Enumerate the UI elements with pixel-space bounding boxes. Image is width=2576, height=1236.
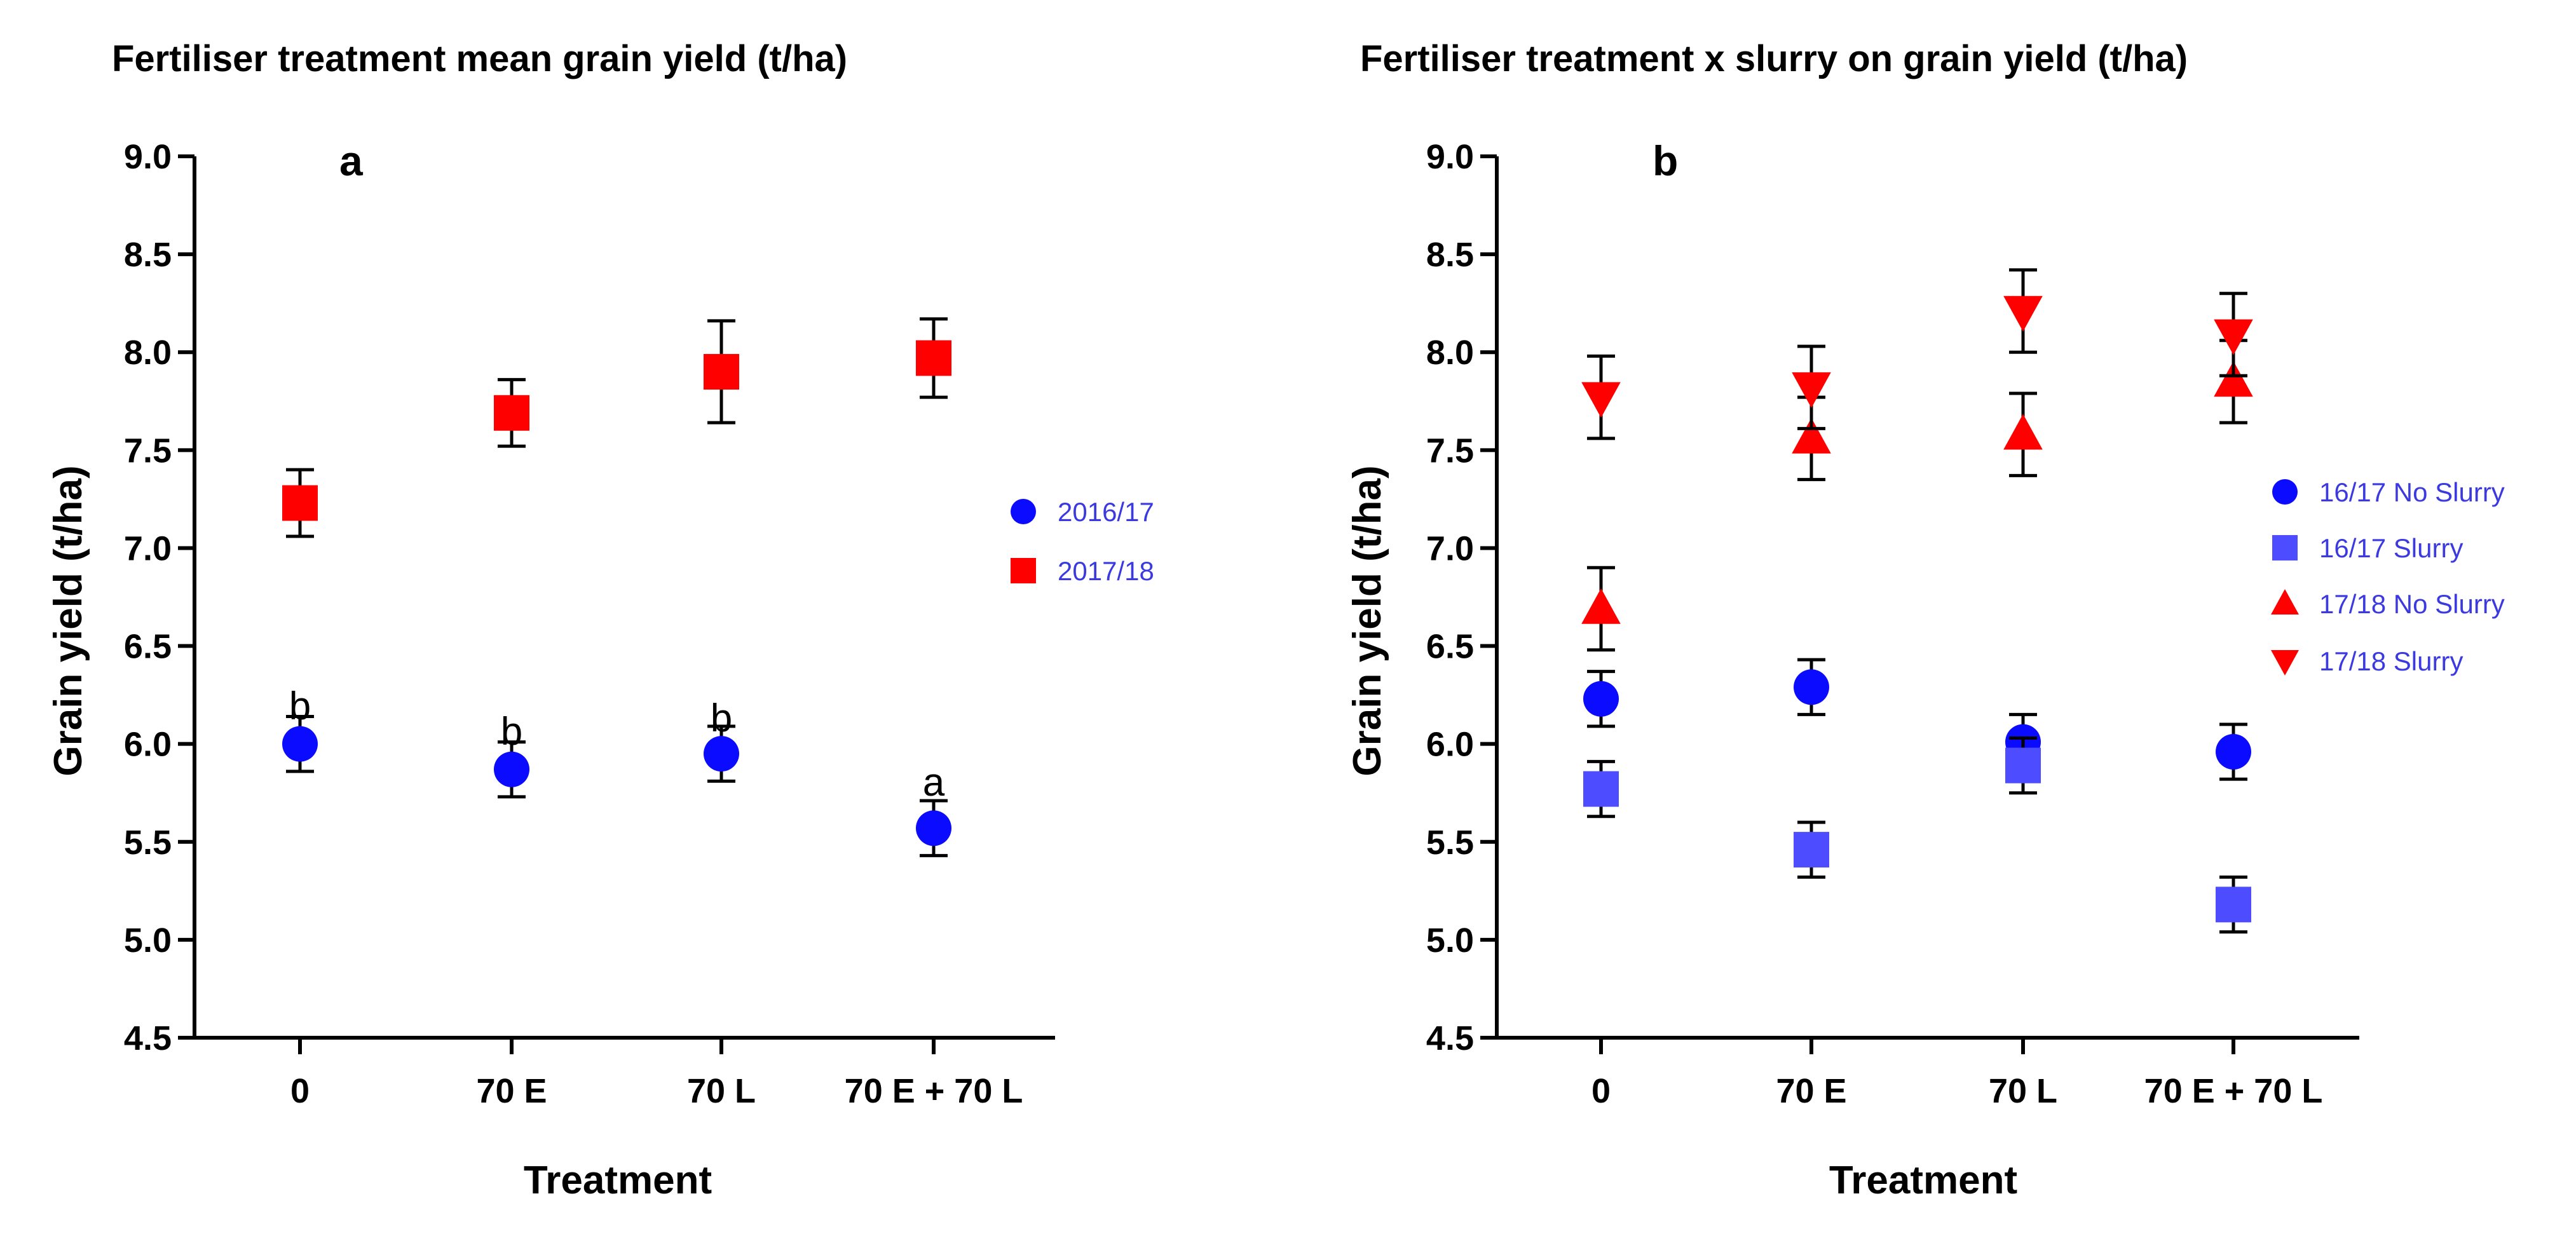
chart-a-y-tick-label: 4.5 <box>124 1019 172 1057</box>
chart-b-y-axis-title: Grain yield (t/ha) <box>1346 465 1389 776</box>
chart-b-data-point <box>2005 747 2041 784</box>
chart-a-x-axis-title: Treatment <box>524 1158 712 1202</box>
chart-a-significance-label: b <box>289 684 311 728</box>
chart-a-data-point <box>282 485 318 521</box>
chart-a-y-tick-label: 7.0 <box>124 529 172 567</box>
chart-b-y-tick-label: 8.5 <box>1426 236 1474 274</box>
chart-b-data-point <box>1794 669 1829 705</box>
chart-a-y-axis-title: Grain yield (t/ha) <box>46 465 90 776</box>
chart-b-data-point <box>1792 372 1831 408</box>
chart-a-x-tick-label: 70 L <box>687 1072 756 1110</box>
chart-b-data-point <box>2214 319 2253 355</box>
chart-b-data-point <box>1583 771 1619 807</box>
chart-a-legend: 2016/17 2017/18 <box>1011 497 1154 586</box>
chart-a-y-tick-label: 6.0 <box>124 726 172 764</box>
chart-b-legend-marker <box>2272 535 2298 560</box>
chart-b-data-point <box>1581 588 1621 624</box>
chart-a-legend-marker <box>1011 558 1036 583</box>
chart-b-x-tick-label: 70 E + 70 L <box>2144 1072 2323 1110</box>
chart-a-data-point <box>916 340 951 376</box>
chart-a-data-point <box>704 736 739 772</box>
chart-b-y-tick-label: 7.5 <box>1426 431 1474 470</box>
chart-a-legend-label: 2016/17 <box>1058 497 1154 527</box>
chart-a-x-tick-label: 70 E + 70 L <box>845 1072 1023 1110</box>
chart-a-data-point <box>282 726 318 762</box>
chart-b-y-tick-label: 5.0 <box>1426 921 1474 960</box>
chart-b-y-tick-label: 5.5 <box>1426 824 1474 862</box>
chart-a-significance-label: b <box>711 696 732 740</box>
chart-b-data-point <box>2216 886 2251 923</box>
chart-b-x-tick-label: 0 <box>1591 1072 1611 1110</box>
chart-a-significance-label: a <box>923 761 945 805</box>
chart-a-x-tick-label: 70 E <box>476 1072 547 1110</box>
chart-a-data-point <box>704 354 739 390</box>
chart-b-x-tick-label: 70 L <box>1989 1072 2057 1110</box>
chart-b-legend: 16/17 No Slurry 16/17 Slurry 17/18 No Slur… <box>2271 477 2505 676</box>
chart-a-significance-label: b <box>501 710 522 754</box>
chart-a-y-tick-label: 8.0 <box>124 334 172 372</box>
chart-b-data-point <box>2003 295 2043 332</box>
chart-a-title: Fertiliser treatment mean grain yield (t… <box>112 38 847 79</box>
chart-b-legend-label: 17/18 Slurry <box>2319 646 2463 676</box>
chart-a-panel-letter: a <box>339 137 364 184</box>
chart-b-data-point <box>1794 832 1829 868</box>
chart-a-y-tick-label: 6.5 <box>124 628 172 666</box>
chart-a-y-tick-label: 7.5 <box>124 431 172 470</box>
chart-b-data-point <box>2003 414 2043 450</box>
chart-b-legend-marker <box>2271 589 2299 615</box>
chart-b-data-point <box>1583 681 1619 717</box>
chart-a-x-tick-label: 0 <box>290 1072 310 1110</box>
chart-a-data-point <box>494 395 529 431</box>
chart-b-legend-label: 16/17 No Slurry <box>2319 477 2505 507</box>
chart-b-y-tick-label: 6.0 <box>1426 726 1474 764</box>
chart-b-legend-marker <box>2272 479 2298 505</box>
chart-a-y-tick-label: 9.0 <box>124 138 172 176</box>
chart-a-legend-marker <box>1011 499 1036 524</box>
chart-b-data-point <box>1581 382 1621 418</box>
chart-b-y-tick-label: 9.0 <box>1426 138 1474 176</box>
chart-a-legend-label: 2017/18 <box>1058 556 1154 586</box>
chart-a-data-point <box>494 751 529 787</box>
chart-b-legend-label: 17/18 No Slurry <box>2319 589 2505 619</box>
chart-b-x-axis-title: Treatment <box>1829 1158 2017 1202</box>
chart-b-plot-area: 4.5 5.0 5.5 6.0 6.5 7.0 7.5 8.0 8.5 9.0 0 70 E 70 L 7… <box>1426 138 2505 1110</box>
chart-b-y-tick-label: 6.5 <box>1426 628 1474 666</box>
chart-b-legend-label: 16/17 Slurry <box>2319 533 2463 563</box>
chart-b-x-tick-label: 70 E <box>1776 1072 1846 1110</box>
chart-a-data-point <box>916 810 951 846</box>
chart-b-y-tick-label: 7.0 <box>1426 529 1474 567</box>
chart-b-panel-letter: b <box>1653 137 1678 184</box>
chart-b-y-tick-label: 4.5 <box>1426 1019 1474 1057</box>
chart-a-y-tick-label: 5.5 <box>124 824 172 862</box>
chart-b-y-tick-label: 8.0 <box>1426 334 1474 372</box>
chart-a-y-tick-label: 8.5 <box>124 236 172 274</box>
chart-b-title: Fertiliser treatment x slurry on grain y… <box>1360 38 2188 79</box>
chart-b-data-point <box>1792 418 1831 454</box>
chart-b-legend-marker <box>2271 650 2299 676</box>
chart-a-plot-area: 4.5 5.0 5.5 6.0 6.5 7.0 7.5 8.0 8.5 9.0 0 70 E 70 L 7… <box>124 138 1154 1110</box>
chart-b-data-point <box>2214 361 2253 397</box>
chart-a-y-tick-label: 5.0 <box>124 921 172 960</box>
chart-b-data-point <box>2216 733 2251 770</box>
